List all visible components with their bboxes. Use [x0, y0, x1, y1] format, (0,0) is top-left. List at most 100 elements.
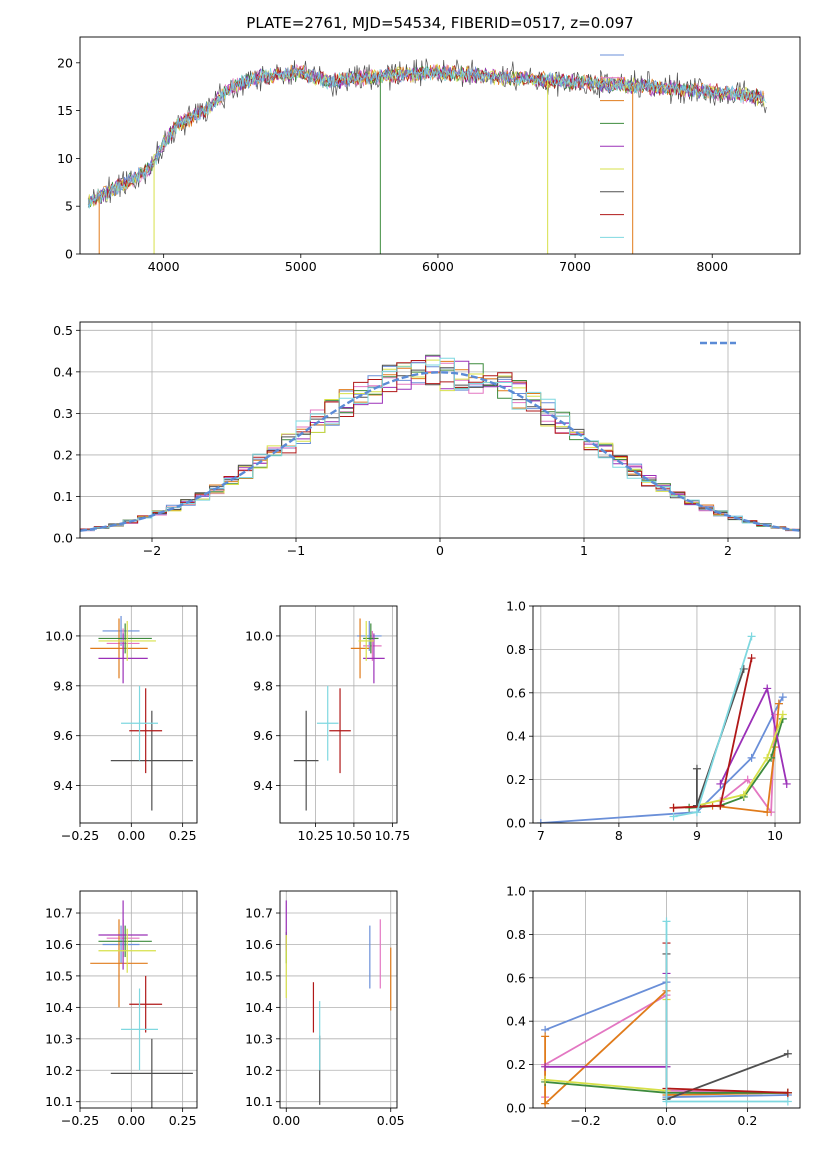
y-tick-label: 10.3: [45, 1031, 73, 1046]
weight-marker: [783, 1088, 792, 1097]
weight-marker: [747, 753, 756, 762]
y-tick-label: 0.3: [53, 406, 73, 421]
y-tick-label: 0.2: [506, 1057, 526, 1072]
plot-area: [536, 632, 791, 823]
weight-marker: [774, 699, 783, 708]
weight-marker: [763, 808, 772, 817]
y-tick-label: 9.8: [253, 678, 273, 693]
x-tick-label: 6000: [422, 259, 454, 274]
weight-marker: [541, 1062, 550, 1071]
weight-marker: [716, 779, 725, 788]
axes-frame: [532, 890, 801, 1109]
chart-age-vs-Z: −0.25 0.00 0.25 9.4 9.6 9.8 10.0: [45, 605, 198, 843]
x-tick-label: 1: [580, 543, 588, 558]
y-tick-label: 0.4: [53, 364, 73, 379]
normal-curve: [80, 371, 800, 532]
x-tick-label: 0.00: [117, 828, 145, 843]
plot-area: [285, 900, 392, 1105]
weight-marker: [662, 917, 671, 926]
weight-line: [540, 696, 784, 823]
weight-marker: [763, 753, 772, 762]
axes-frame: [279, 890, 398, 1109]
weight-marker: [692, 808, 701, 817]
weight-marker: [778, 693, 787, 702]
x-tick-label: 4000: [148, 259, 180, 274]
histogram-step: [80, 364, 800, 531]
weight-marker: [716, 801, 725, 810]
y-tick-label: 10.2: [45, 1063, 73, 1078]
x-tick-label: −0.2: [570, 1113, 600, 1128]
y-tick-label: 10.4: [245, 1000, 273, 1015]
axes-frame: [532, 605, 801, 824]
weight-marker: [669, 812, 678, 821]
weight-line: [545, 973, 668, 1068]
x-tick-label: −0.25: [61, 828, 99, 843]
weight-marker: [662, 1097, 671, 1106]
y-tick-label: 0.0: [506, 816, 526, 831]
y-tick-label: 9.8: [53, 678, 73, 693]
y-tick-label: 0.6: [506, 685, 526, 700]
y-tick-label: 0: [65, 247, 73, 262]
axes-frame: [79, 890, 198, 1109]
y-tick-label: 1.0: [506, 884, 526, 899]
y-tick-label: 10.3: [245, 1031, 273, 1046]
x-tick-label: 0.2: [737, 1113, 757, 1128]
y-tick-label: 0.1: [53, 489, 73, 504]
y-tick-label: 10.7: [45, 906, 73, 921]
chart-weight-vs-age: 7 8 9 10 0.0 0.2 0.4 0.6 0.8 1.0: [506, 599, 801, 843]
y-tick-label: 10.1: [45, 1094, 73, 1109]
weight-marker: [536, 819, 545, 823]
x-tick-label: 8000: [696, 259, 728, 274]
weight-marker: [743, 775, 752, 784]
weight-marker: [747, 654, 756, 663]
x-tick-label: 0.00: [117, 1113, 145, 1128]
histogram-step: [80, 357, 800, 531]
x-tick-label: 5000: [285, 259, 317, 274]
x-tick-label: 8: [615, 828, 623, 843]
weight-marker: [782, 779, 791, 788]
x-tick-label: 0.25: [169, 828, 197, 843]
x-tick-label: 2: [724, 543, 732, 558]
x-tick-label: 0.05: [377, 1113, 405, 1128]
axes-frame: [79, 605, 198, 824]
y-tick-label: 10.0: [245, 628, 273, 643]
weight-marker: [739, 790, 748, 799]
y-tick-label: 0.4: [506, 1014, 526, 1029]
x-tick-label: 10.50: [336, 828, 372, 843]
x-tick-label: 0: [436, 543, 444, 558]
weight-marker: [692, 764, 701, 773]
x-tick-label: 9: [693, 828, 701, 843]
x-tick-label: 10.25: [298, 828, 334, 843]
y-tick-label: 10.7: [245, 906, 273, 921]
y-tick-label: 10.2: [245, 1063, 273, 1078]
y-tick-label: 10.0: [45, 628, 73, 643]
y-tick-label: 9.4: [253, 778, 273, 793]
y-tick-label: 0.8: [506, 642, 526, 657]
weight-marker: [669, 803, 678, 812]
weight-line: [665, 921, 788, 1103]
weight-marker: [763, 684, 772, 693]
y-tick-label: 1.0: [506, 599, 526, 614]
chart-residuals: −2 −1 0 1 2 0.0 0.1 0.2 0.3 0.4 0.5: [53, 321, 801, 558]
x-tick-label: 7000: [559, 259, 591, 274]
y-tick-label: 0.4: [506, 729, 526, 744]
plot-area: [293, 618, 385, 811]
spectrum-line: [87, 65, 765, 208]
axes-frame: [279, 605, 398, 824]
x-tick-label: 0.00: [272, 1113, 300, 1128]
y-tick-label: 5: [65, 199, 73, 214]
weight-marker: [778, 710, 787, 719]
y-tick-label: 0.2: [53, 447, 73, 462]
chart-mass-vs-ebv: 0.00 0.05 10.1 10.2 10.3 10.4 10.5 10.6 10.7: [245, 890, 405, 1128]
x-tick-label: −2: [143, 543, 161, 558]
y-tick-label: 10.5: [245, 968, 273, 983]
y-tick-label: 10.6: [245, 937, 273, 952]
chart-mass-vs-Z: −0.25 0.00 0.25 10.1 10.2 10.3 10.4 10.5 10.6 10.…: [45, 890, 198, 1128]
x-tick-label: 7: [537, 828, 545, 843]
y-tick-label: 10.4: [45, 1000, 73, 1015]
y-tick-label: 20: [57, 55, 73, 70]
x-tick-label: 0.0: [657, 1113, 677, 1128]
weight-marker: [541, 1032, 550, 1041]
y-tick-label: 0.0: [53, 531, 73, 546]
y-tick-label: 0.8: [506, 927, 526, 942]
